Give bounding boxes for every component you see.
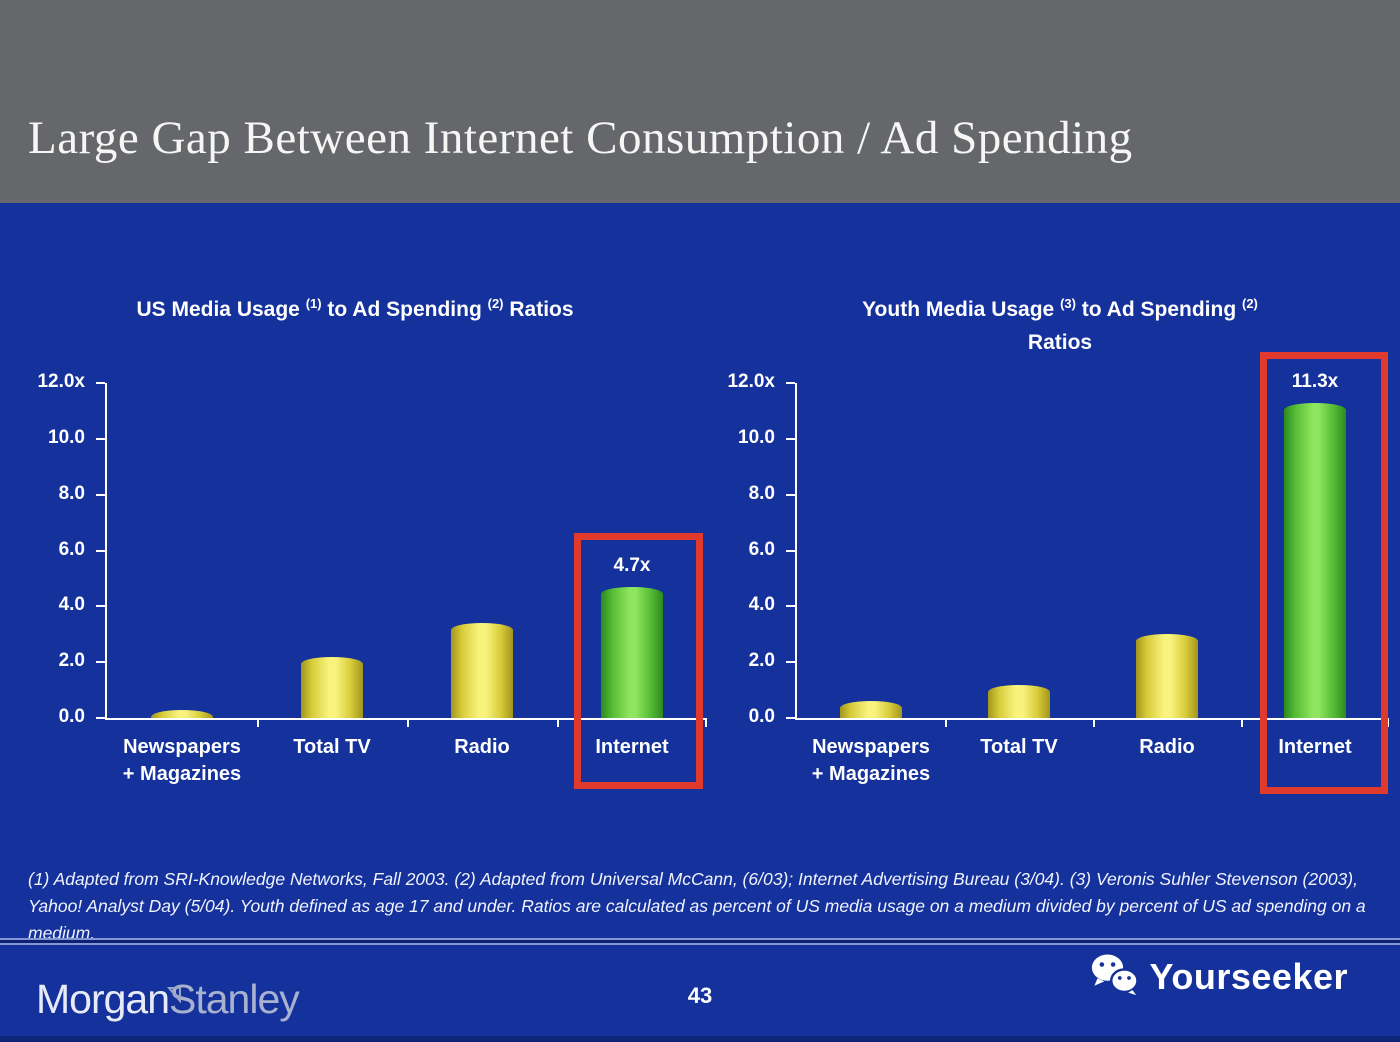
y-axis-tick: [786, 549, 795, 552]
y-axis-label-0-0: 0.0: [748, 706, 775, 727]
y-axis-label-0-0: 0.0: [58, 706, 85, 727]
y-axis-label-2-0: 2.0: [748, 650, 775, 672]
y-axis-tick: [786, 717, 795, 719]
slide-header: Large Gap Between Internet Consumption /…: [0, 0, 1400, 203]
y-axis-label-6-0: 6.0: [58, 538, 85, 560]
bar-total-tv: [988, 684, 1050, 718]
y-axis-label-12-0x: 12.0x: [37, 371, 85, 392]
youth-chart-title: Youth Media Usage (3) to Ad Spending (2)…: [862, 296, 1258, 354]
y-axis-tick: [786, 493, 795, 496]
x-axis-tick: [945, 718, 947, 727]
category-label-newspapers: Newspapers + Magazines: [122, 736, 242, 785]
bar-newspapers: [840, 701, 902, 718]
x-axis-tick: [1241, 718, 1243, 727]
y-axis-tick: [96, 493, 105, 496]
y-axis-tick: [96, 661, 105, 664]
bar-total-tv: [301, 656, 363, 718]
y-axis-label-10-0: 10.0: [48, 426, 85, 448]
category-label-total-tv: Total TV: [980, 736, 1058, 758]
morgan-stanley-triangle-icon: [166, 966, 182, 1013]
y-axis-label-8-0: 8.0: [748, 482, 775, 504]
x-axis-tick: [705, 718, 707, 727]
yourseeker-watermark: Yourseeker: [1090, 953, 1348, 1001]
category-label-radio: Radio: [1139, 736, 1195, 758]
y-axis-tick: [96, 382, 105, 384]
x-axis-tick: [1387, 718, 1389, 727]
y-axis-tick: [96, 717, 105, 719]
morgan-stanley-logo-morgan: Morgan: [36, 976, 170, 1022]
highlight-rectangle: [1260, 352, 1388, 794]
bar-internet: [601, 586, 663, 718]
y-axis-tick: [786, 437, 795, 440]
x-axis-tick: [1093, 718, 1095, 727]
x-axis-tick: [557, 718, 559, 727]
y-axis-label-4-0: 4.0: [58, 594, 85, 616]
y-axis-tick: [96, 549, 105, 552]
y-axis-label-6-0: 6.0: [748, 538, 775, 560]
y-axis-tick: [96, 437, 105, 440]
x-axis-tick: [257, 718, 259, 727]
highlight-value-label: 4.7x: [613, 554, 651, 576]
footnote-text: (1) Adapted from SRI-Knowledge Networks,…: [28, 869, 1366, 943]
y-axis-tick: [786, 605, 795, 608]
category-label-internet: Internet: [595, 736, 669, 758]
y-axis-tick: [96, 605, 105, 608]
bar-internet: [1284, 402, 1346, 718]
category-label-newspapers: Newspapers + Magazines: [811, 736, 931, 785]
x-axis-tick: [407, 718, 409, 727]
y-axis-label-4-0: 4.0: [748, 594, 775, 616]
us-chart-title: US Media Usage (1) to Ad Spending (2) Ra…: [136, 296, 574, 321]
y-axis-tick: [786, 382, 795, 384]
y-axis-label-12-0x: 12.0x: [727, 371, 775, 392]
y-axis-label-10-0: 10.0: [738, 426, 775, 448]
y-axis-label-2-0: 2.0: [58, 650, 85, 672]
y-axis-tick: [786, 661, 795, 664]
highlight-value-label: 11.3x: [1291, 370, 1339, 392]
youth-media-usage-chart: 12.0x 10.0 8.0 6.0 4.0 2.0 0.0 Newspapers + Mag…: [727, 352, 1389, 794]
morgan-stanley-logo: MorganStanley: [36, 976, 300, 1023]
footer-separator-line: [0, 938, 1400, 945]
yourseeker-label: Yourseeker: [1149, 956, 1348, 997]
y-axis-label-8-0: 8.0: [58, 482, 85, 504]
category-label-radio: Radio: [454, 736, 510, 758]
bar-newspapers: [151, 709, 213, 718]
page-number: 43: [687, 983, 713, 1008]
us-media-usage-chart: 12.0x 10.0 8.0 6.0 4.0 2.0 0.0 Newspapers + Mag…: [37, 371, 707, 789]
bar-radio: [451, 623, 513, 718]
bar-radio: [1136, 634, 1198, 718]
category-label-internet: Internet: [1278, 736, 1352, 758]
slide-title: Large Gap Between Internet Consumption /…: [28, 112, 1133, 164]
morgan-stanley-logo-stanley: Stanley: [169, 976, 300, 1022]
bottom-strip: [0, 1036, 1400, 1042]
category-label-total-tv: Total TV: [293, 736, 371, 758]
wechat-icon: [1090, 953, 1140, 1001]
highlight-rectangle: [574, 533, 703, 789]
